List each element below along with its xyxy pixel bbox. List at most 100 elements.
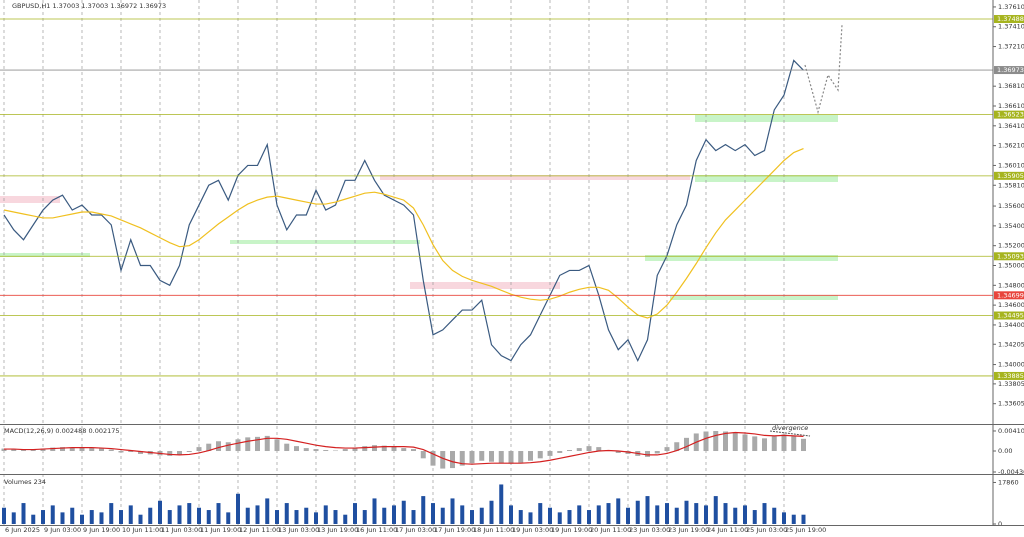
- y-tick-label: 1.33805: [998, 380, 1024, 388]
- x-tick-label: 6 Jun 2025: [5, 526, 40, 534]
- zone: [230, 240, 420, 244]
- bar: [167, 451, 173, 456]
- bar: [615, 451, 621, 453]
- bar: [401, 500, 406, 524]
- x-tick-label: 16 Jun 11:00: [356, 526, 397, 534]
- y-tick-label: 1.33605: [998, 400, 1024, 408]
- chart-title: GBPUSD,H1 1.37003 1.37003 1.36972 1.3697…: [12, 2, 166, 10]
- bar: [499, 484, 504, 524]
- bar: [518, 451, 524, 463]
- bar: [314, 512, 318, 524]
- bar: [186, 451, 192, 452]
- bar: [60, 512, 65, 524]
- bar: [265, 498, 270, 524]
- bar: [235, 439, 241, 452]
- bar: [684, 500, 689, 524]
- bar: [323, 505, 328, 524]
- bar: [2, 507, 6, 524]
- divergence-line: [769, 430, 811, 437]
- bar: [528, 451, 533, 461]
- bar: [655, 505, 660, 524]
- level-label-box: [994, 371, 1024, 380]
- bar: [30, 449, 36, 452]
- bar: [275, 510, 279, 524]
- x-tick-label: 20 Jun 11:00: [590, 526, 631, 534]
- bar: [216, 441, 221, 452]
- bar: [479, 507, 484, 524]
- x-tick-label: 11 Jun 03:00: [161, 526, 202, 534]
- bar: [752, 436, 758, 452]
- bar: [225, 442, 231, 452]
- bar: [119, 510, 123, 524]
- bar: [70, 507, 75, 524]
- bar: [118, 451, 124, 453]
- bar: [723, 431, 728, 452]
- bar: [782, 512, 786, 524]
- bar: [459, 451, 465, 466]
- bar: [509, 505, 513, 524]
- bar: [21, 450, 26, 452]
- bar: [128, 505, 133, 524]
- bar: [304, 507, 309, 524]
- bar: [333, 510, 338, 524]
- bar: [460, 505, 465, 524]
- x-tick-label: 23 Jun 19:00: [668, 526, 709, 534]
- bar: [284, 443, 290, 452]
- bar: [772, 507, 777, 524]
- bar: [89, 510, 94, 524]
- x-tick-label: 13 Jun 19:00: [317, 526, 358, 534]
- x-tick-label: 10 Jun 11:00: [122, 526, 163, 534]
- bar: [197, 507, 201, 524]
- bar: [781, 434, 787, 452]
- bar: [518, 510, 523, 524]
- bar: [469, 451, 475, 464]
- bar: [40, 448, 46, 452]
- bar: [587, 510, 591, 524]
- bar: [206, 443, 212, 452]
- bar: [440, 451, 446, 469]
- bar: [21, 503, 26, 524]
- y-tick-label: 1.36210: [998, 142, 1024, 150]
- bar: [216, 503, 221, 524]
- bar: [323, 450, 329, 452]
- bar: [313, 449, 319, 452]
- bar: [470, 510, 474, 524]
- bar: [665, 503, 669, 524]
- bar: [264, 435, 270, 452]
- bar: [99, 512, 104, 524]
- bar: [694, 503, 699, 524]
- bar: [109, 503, 114, 524]
- bar: [411, 510, 416, 524]
- bar: [801, 438, 806, 452]
- bar: [654, 451, 660, 454]
- x-tick-label: 19 Jun 03:00: [512, 526, 553, 534]
- x-tick-label: 19 Jun 19:00: [551, 526, 592, 534]
- bar: [177, 505, 182, 524]
- x-tick-label: 9 Jun 03:00: [44, 526, 81, 534]
- bar: [372, 498, 377, 524]
- bar: [703, 431, 709, 452]
- bar: [382, 507, 387, 524]
- bar: [303, 448, 309, 452]
- bar: [742, 434, 748, 452]
- level-label-box: [994, 311, 1024, 320]
- bar: [557, 512, 562, 524]
- bar: [138, 451, 143, 454]
- bar: [674, 507, 679, 524]
- bar: [752, 510, 757, 524]
- series-line: [4, 431, 804, 465]
- y-tick-label: -0.004305: [998, 468, 1024, 476]
- bar: [645, 451, 650, 457]
- y-tick-label: 0.00: [998, 447, 1012, 455]
- y-tick-label: 1.35200: [998, 242, 1024, 250]
- x-tick-label: 17 Jun 03:00: [395, 526, 436, 534]
- bar: [79, 447, 85, 452]
- bar: [391, 446, 397, 452]
- bar: [99, 448, 104, 452]
- bar: [684, 437, 689, 452]
- level-label: 1.33885: [997, 372, 1024, 380]
- bar: [353, 503, 357, 524]
